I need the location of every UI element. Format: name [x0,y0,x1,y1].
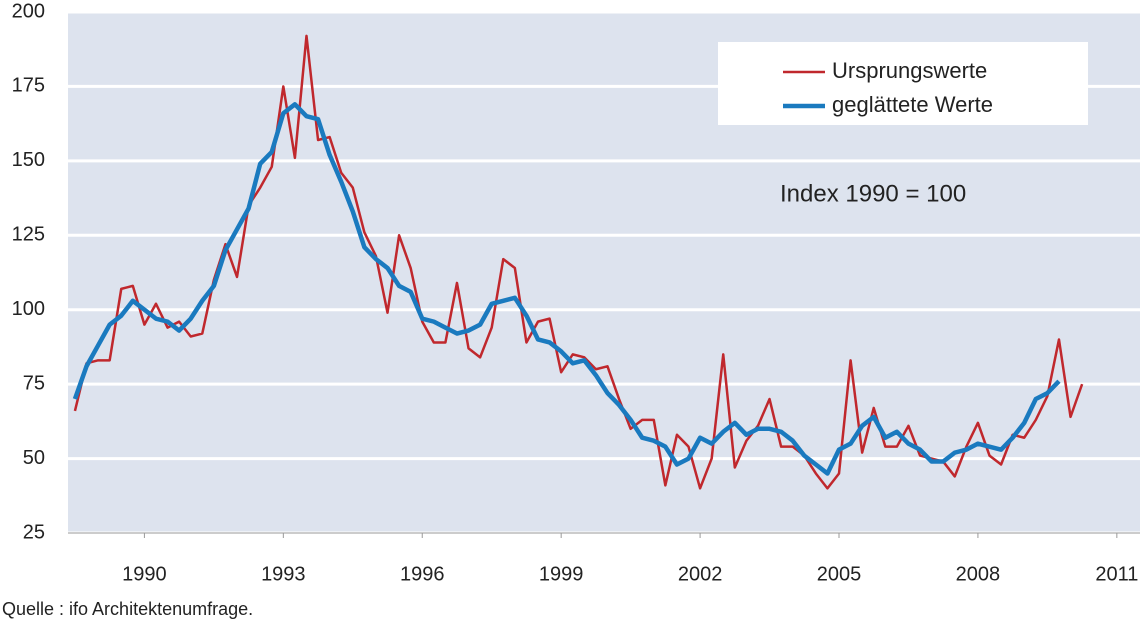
y-tick-label: 25 [23,521,45,543]
y-tick-label: 150 [12,149,45,171]
series-line [72,102,1061,476]
y-tick-label: 75 [23,372,45,394]
y-tick-label: 200 [12,0,45,22]
y-tick-label: 175 [12,75,45,97]
legend-label: geglättete Werte [832,92,993,117]
series-line [73,34,1084,490]
x-tick-label: 2002 [678,563,723,585]
legend [718,42,1088,125]
x-tick-label: 2005 [817,563,862,585]
y-tick-label: 50 [23,447,45,469]
x-tick-label: 2008 [956,563,1001,585]
x-tick-label: 1999 [539,563,584,585]
annotation: Index 1990 = 100 [780,180,966,207]
y-tick-label: 100 [12,298,45,320]
source: Quelle : ifo Architektenumfrage. [2,599,253,619]
legend-entries: Ursprungswerte geglättete Werte [783,58,993,117]
x-tick-label: 1996 [400,563,445,585]
y-tick-label: 125 [12,224,45,246]
x-tick-label: 1990 [122,563,167,585]
x-tick-label: 1993 [261,563,306,585]
x-tick-label: 2011 [1095,563,1138,585]
lines [72,34,1084,490]
legend-label: Ursprungswerte [832,58,987,83]
